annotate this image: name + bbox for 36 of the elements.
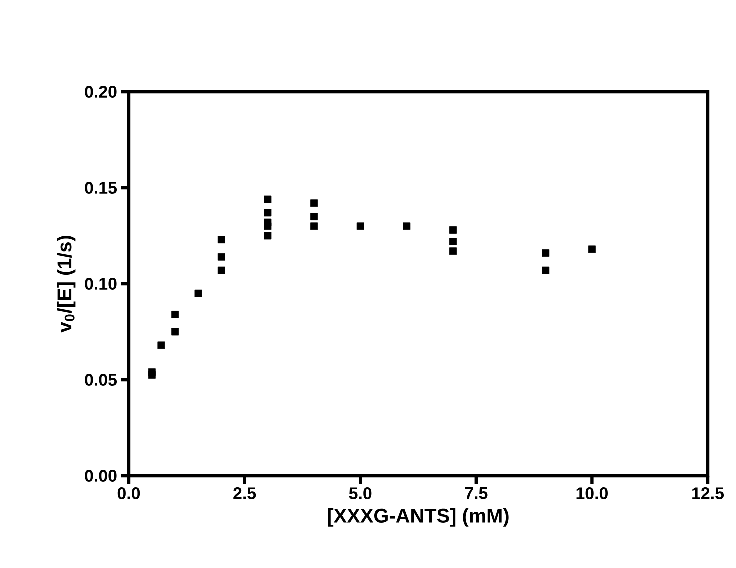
- point: [310, 200, 318, 208]
- point: [588, 246, 596, 254]
- point: [148, 372, 156, 379]
- point: [403, 222, 411, 230]
- point: [542, 266, 550, 274]
- y-tick-label: 0.10: [85, 278, 117, 290]
- point: [218, 266, 226, 274]
- y-axis-title: v$_{0}$/[E] (1/s): [57, 236, 76, 333]
- x-tick-label: 2.5: [234, 488, 256, 500]
- point: [264, 196, 272, 204]
- y-tick-label: 0.15: [85, 182, 118, 194]
- point: [450, 226, 457, 234]
- x-tick-label: 12.5: [692, 488, 724, 500]
- point: [264, 209, 272, 217]
- point: [194, 290, 202, 298]
- point: [310, 213, 318, 220]
- point: [158, 342, 166, 350]
- point: [172, 311, 180, 318]
- point: [310, 222, 318, 230]
- point: [218, 253, 226, 261]
- point: [450, 238, 457, 246]
- x-axis-title: [XXXG-ANTS] (mM): [328, 508, 509, 527]
- x-tick-label: 5.0: [349, 488, 372, 500]
- point: [264, 232, 272, 240]
- x-tick-label: 0.0: [118, 488, 140, 500]
- y-tick-label: 0.05: [85, 374, 118, 386]
- point: [172, 328, 180, 336]
- x-tick-label: 10.0: [576, 488, 608, 500]
- point: [264, 222, 272, 230]
- y-tick-label: 0.20: [85, 86, 117, 98]
- point: [450, 248, 457, 256]
- point: [218, 236, 226, 244]
- point: [542, 250, 550, 257]
- y-tick-label: 0.00: [85, 470, 117, 482]
- point: [356, 222, 364, 230]
- x-tick-label: 7.5: [465, 488, 488, 500]
